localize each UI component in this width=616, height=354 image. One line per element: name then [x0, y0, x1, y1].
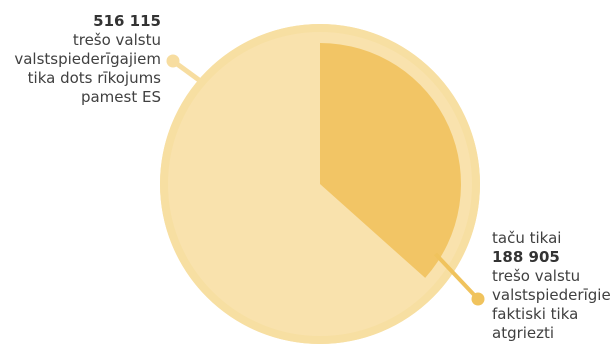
label-issued-line-1: trešo valstu: [0, 31, 161, 50]
value-returned: 188 905: [492, 248, 616, 267]
value-issued: 516 115: [0, 12, 161, 31]
label-issued: 516 115 trešo valstu valstspiederīgajiem…: [0, 12, 161, 107]
label-issued-line-3: tika dots rīkojums: [0, 69, 161, 88]
label-returned: taču tikai 188 905 trešo valstu valstspi…: [492, 229, 616, 343]
label-issued-line-4: pamest ES: [0, 88, 161, 107]
label-returned-line-3: faktiski tika: [492, 305, 616, 324]
label-returned-line-4: atgriezti: [492, 324, 616, 343]
label-issued-line-2: valstspiederīgajiem: [0, 50, 161, 69]
label-returned-prefix: taču tikai: [492, 229, 616, 248]
connector-dot-returned: [472, 293, 485, 306]
label-returned-line-2: valstspiederīgie: [492, 286, 616, 305]
connector-dot-issued: [167, 55, 180, 68]
label-returned-line-1: trešo valstu: [492, 267, 616, 286]
